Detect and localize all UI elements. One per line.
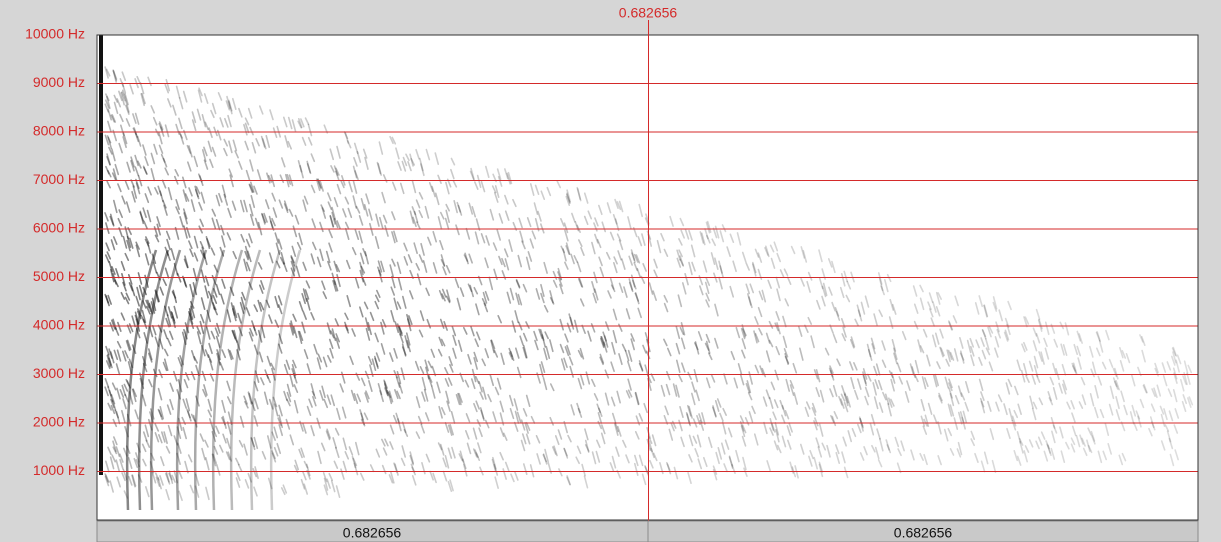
y-tick-label: 1000 Hz	[33, 462, 85, 478]
y-tick-label: 9000 Hz	[33, 74, 85, 90]
y-tick-label: 2000 Hz	[33, 414, 85, 430]
y-tick-label: 8000 Hz	[33, 123, 85, 139]
segment-label: 0.682656	[894, 525, 953, 541]
spectrogram-window: 0.682656 0.682656 0.682656 1000 Hz 2000 H…	[0, 0, 1221, 542]
segment-label: 0.682656	[343, 525, 402, 541]
y-tick-label: 7000 Hz	[33, 171, 85, 187]
y-tick-label: 5000 Hz	[33, 268, 85, 284]
y-tick-label: 3000 Hz	[33, 365, 85, 381]
y-tick-label: 6000 Hz	[33, 220, 85, 236]
onset-line	[99, 35, 103, 475]
cursor-label: 0.682656	[619, 5, 678, 21]
page: 0.682656 0.682656 0.682656 1000 Hz 2000 H…	[0, 0, 1221, 542]
y-tick-label: 10000 Hz	[25, 26, 85, 42]
y-tick-label: 4000 Hz	[33, 317, 85, 333]
